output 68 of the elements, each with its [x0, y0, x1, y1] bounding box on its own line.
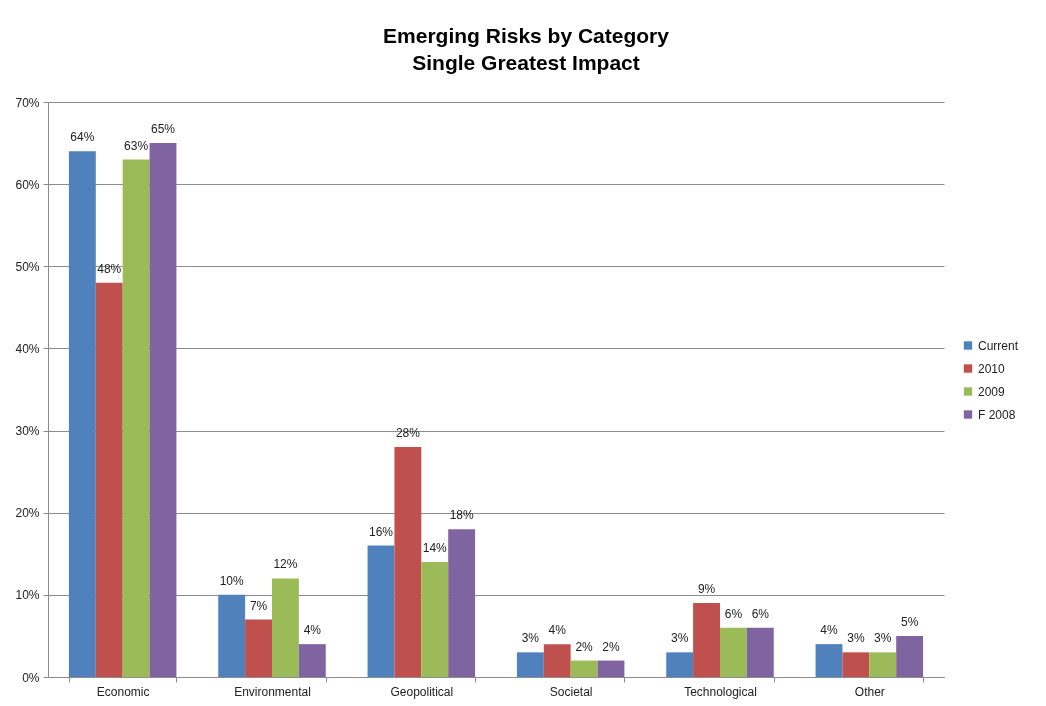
- data-label: 4%: [820, 623, 839, 638]
- x-tick-label: Technological: [684, 684, 757, 699]
- bar: [597, 660, 625, 677]
- data-label: 2%: [602, 639, 620, 654]
- y-tick-label: 20%: [15, 506, 40, 521]
- bar: [448, 529, 476, 677]
- x-tick-label: Environmental: [234, 684, 311, 699]
- data-label: 64%: [70, 130, 95, 145]
- bar: [367, 545, 395, 677]
- chart-subtitle: Single Greatest Impact: [412, 51, 640, 74]
- data-label: 3%: [847, 631, 865, 646]
- data-label: 6%: [724, 606, 743, 621]
- bar: [122, 159, 150, 677]
- x-tick-label: Other: [854, 684, 885, 699]
- data-label: 2%: [575, 639, 594, 654]
- bar: [543, 644, 571, 677]
- bar: [272, 578, 299, 677]
- x-tick-label: Economic: [96, 684, 150, 699]
- bar: [815, 644, 843, 677]
- data-label: 63%: [124, 138, 149, 153]
- y-tick-label: 70%: [15, 95, 40, 110]
- bar: [693, 603, 720, 677]
- legend-label: 2010: [978, 361, 1006, 376]
- data-label: 48%: [97, 261, 122, 276]
- data-label: 3%: [671, 631, 689, 646]
- y-tick-label: 40%: [15, 341, 40, 356]
- y-tick-label: 10%: [15, 588, 40, 603]
- data-label: 18%: [449, 508, 474, 523]
- data-label: 9%: [697, 582, 716, 597]
- y-tick-label: 60%: [15, 177, 40, 192]
- data-label: 4%: [303, 623, 322, 638]
- bar: [896, 635, 924, 677]
- data-label: 28%: [395, 426, 421, 440]
- data-label: 4%: [548, 623, 567, 638]
- bar: [869, 652, 897, 677]
- bar: [245, 619, 272, 677]
- data-label: 5%: [900, 614, 919, 629]
- data-label: 65%: [150, 122, 176, 137]
- x-tick-label: Societal: [549, 684, 593, 699]
- legend-label: F 2008: [978, 407, 1016, 422]
- data-label: 10%: [219, 573, 245, 588]
- legend-label: 2009: [978, 384, 1006, 399]
- bar: [68, 151, 96, 677]
- y-tick-label: 0%: [22, 670, 40, 685]
- chart-title: Emerging Risks by Category: [383, 24, 670, 47]
- bar: [570, 660, 598, 677]
- bar: [149, 143, 177, 677]
- bar: [842, 652, 870, 677]
- bar: [298, 644, 326, 677]
- bar: [394, 447, 422, 677]
- legend-label: Current: [978, 338, 1019, 353]
- data-label: 3%: [521, 631, 540, 646]
- x-tick-label: Geopolitical: [390, 684, 454, 699]
- data-label: 6%: [751, 606, 770, 621]
- data-label: 7%: [249, 598, 268, 613]
- bar: [516, 652, 544, 677]
- y-tick-label: 50%: [15, 259, 40, 274]
- y-tick-label: 30%: [15, 424, 40, 439]
- data-label: 12%: [273, 557, 298, 572]
- data-label: 3%: [874, 631, 892, 646]
- bar: [218, 594, 246, 677]
- data-label: 16%: [369, 524, 394, 539]
- bar: [720, 627, 747, 677]
- bar: [746, 627, 774, 677]
- bar: [666, 652, 694, 677]
- bar: [421, 562, 449, 677]
- bar: [95, 282, 123, 677]
- data-label: 14%: [422, 541, 448, 555]
